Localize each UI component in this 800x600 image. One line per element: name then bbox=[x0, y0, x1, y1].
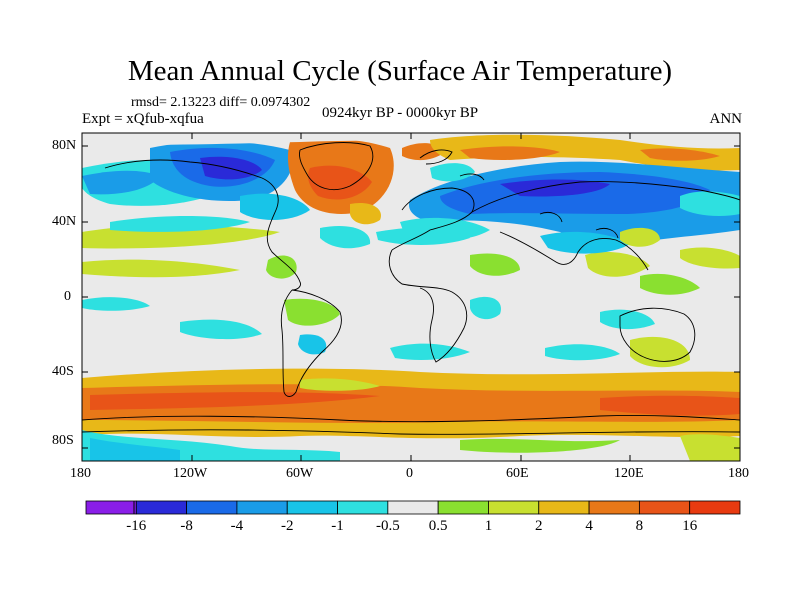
lat-label-80s: 80S bbox=[52, 433, 74, 448]
colorbar-label: -16 bbox=[126, 518, 147, 534]
colorbar-box bbox=[286, 500, 338, 515]
colorbar-box bbox=[538, 500, 590, 515]
season-label: ANN bbox=[709, 111, 743, 127]
colorbar-label: -1 bbox=[331, 518, 344, 534]
colorbar-label: -8 bbox=[180, 518, 193, 534]
period-label: 0924kyr BP - 0000kyr BP bbox=[322, 105, 479, 121]
colorbar-label: 16 bbox=[682, 518, 698, 534]
lon-label-180e: 180 bbox=[728, 466, 749, 481]
colorbar-box bbox=[638, 500, 691, 515]
colorbar-box bbox=[387, 500, 439, 515]
colorbar-box bbox=[488, 500, 540, 515]
colorbar-label: 2 bbox=[535, 518, 543, 534]
colorbar-box bbox=[337, 500, 389, 515]
lon-label-120w: 120W bbox=[173, 466, 208, 481]
lat-label-80n: 80N bbox=[52, 138, 77, 153]
anomaly-field bbox=[82, 133, 740, 461]
colorbar-box bbox=[437, 500, 489, 515]
colorbar-box bbox=[236, 500, 288, 515]
colorbar-box bbox=[588, 500, 640, 515]
colorbar-box bbox=[135, 500, 188, 515]
colorbar-label: 1 bbox=[484, 518, 493, 534]
colorbar-label: 8 bbox=[635, 518, 644, 534]
coastlines bbox=[82, 142, 740, 435]
colorbar-box bbox=[689, 500, 741, 515]
colorbar-label: -4 bbox=[230, 518, 244, 534]
colorbar-label: -0.5 bbox=[375, 518, 400, 534]
lon-label-60e: 60E bbox=[506, 466, 529, 481]
lon-label-60w: 60W bbox=[286, 466, 314, 481]
lat-label-40n: 40N bbox=[52, 214, 77, 229]
colorbar-box bbox=[85, 500, 137, 515]
colorbar-label: -2 bbox=[280, 518, 294, 534]
lon-label-180w: 180 bbox=[70, 466, 91, 481]
colorbar-label: 0.5 bbox=[428, 518, 448, 534]
axis-ticks bbox=[81, 133, 741, 461]
lat-label-40s: 40S bbox=[52, 364, 74, 379]
experiment-label: Expt = xQfub-xqfua bbox=[82, 111, 204, 127]
lat-label-0: 0 bbox=[64, 289, 71, 304]
stats-text: rmsd= 2.13223 diff= 0.0974302 bbox=[131, 95, 311, 110]
colorbar bbox=[85, 500, 741, 515]
lon-label-120e: 120E bbox=[614, 466, 644, 481]
lon-label-0: 0 bbox=[406, 466, 413, 481]
map-title: Mean Annual Cycle (Surface Air Temperatu… bbox=[127, 55, 673, 87]
colorbar-box bbox=[186, 500, 238, 515]
colorbar-label: 4 bbox=[585, 518, 593, 534]
